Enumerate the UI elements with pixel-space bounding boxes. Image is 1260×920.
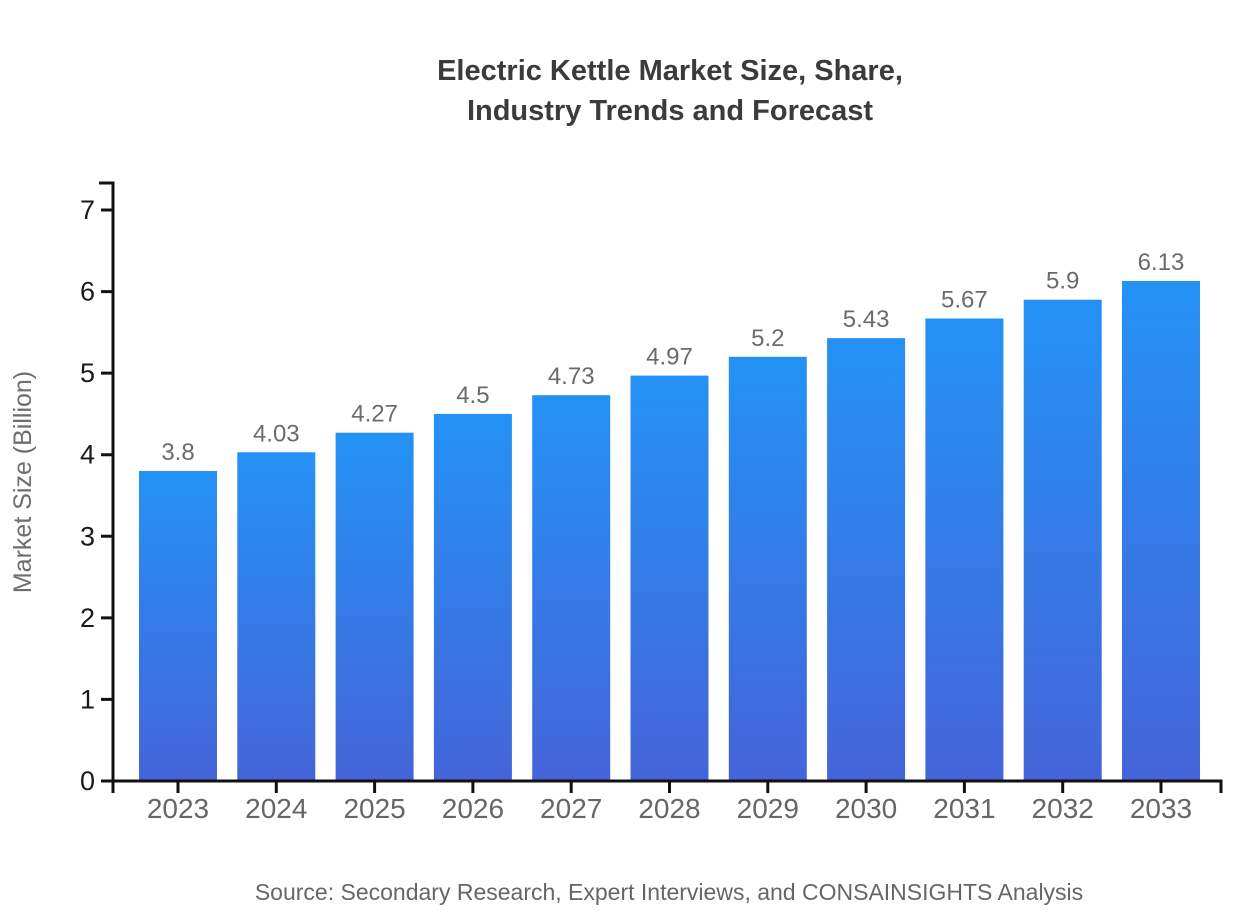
y-tick-label-2: 2 bbox=[80, 603, 95, 633]
chart-title: Electric Kettle Market Size, Share, Indu… bbox=[437, 55, 903, 127]
bar-2029 bbox=[728, 356, 807, 781]
x-tick-label-2025: 2025 bbox=[343, 793, 405, 824]
bar-value-label: 6.13 bbox=[1138, 249, 1185, 276]
y-tick-label-7: 7 bbox=[80, 195, 95, 225]
x-tick-label-2027: 2027 bbox=[540, 793, 602, 824]
y-tick-label-0: 0 bbox=[80, 766, 95, 796]
y-tick-label-3: 3 bbox=[80, 521, 95, 551]
y-tick-label-5: 5 bbox=[80, 358, 95, 388]
chart-title-line-2: Industry Trends and Forecast bbox=[467, 95, 873, 127]
y-tick-label-6: 6 bbox=[80, 277, 95, 307]
x-tick-label-2033: 2033 bbox=[1130, 793, 1192, 824]
bars-layer bbox=[139, 281, 1200, 781]
y-tick-label-4: 4 bbox=[80, 440, 95, 470]
bar-value-label: 5.67 bbox=[941, 287, 988, 314]
bar-2025 bbox=[335, 432, 414, 781]
axes-layer bbox=[99, 181, 1223, 793]
value-labels-layer: 3.8 4.03 4.27 4.5 4.73 4.97 5.2 5.43 5.67 5.9 6.13 bbox=[161, 249, 1184, 466]
bar-value-label: 3.8 bbox=[161, 439, 194, 466]
x-tick-label-2024: 2024 bbox=[245, 793, 307, 824]
bar-value-label: 4.73 bbox=[548, 363, 595, 390]
bar-2028 bbox=[630, 375, 709, 781]
bar-value-label: 4.03 bbox=[253, 420, 300, 447]
x-axis-tick-labels: 2023 2024 2025 2026 2027 2028 2029 2030 2031 2032… bbox=[147, 793, 1192, 824]
bar-2032 bbox=[1023, 299, 1102, 781]
y-axis-title: Market Size (Billion) bbox=[9, 371, 37, 593]
x-tick-label-2023: 2023 bbox=[147, 793, 209, 824]
axis-spines bbox=[99, 181, 1223, 793]
y-tick-label-1: 1 bbox=[80, 684, 95, 714]
bar-value-label: 5.9 bbox=[1046, 268, 1079, 295]
bar-2026 bbox=[433, 413, 512, 781]
chart-title-line-1: Electric Kettle Market Size, Share, bbox=[437, 55, 903, 87]
bar-2031 bbox=[925, 318, 1004, 781]
x-tick-label-2032: 2032 bbox=[1032, 793, 1094, 824]
x-tick-label-2031: 2031 bbox=[933, 793, 995, 824]
bar-value-label: 5.43 bbox=[843, 306, 890, 333]
y-axis-tick-labels: 0 1 2 3 4 5 6 7 bbox=[80, 195, 95, 796]
bar-value-label: 4.97 bbox=[646, 344, 693, 371]
bar-2030 bbox=[827, 338, 906, 781]
source-note: Source: Secondary Research, Expert Inter… bbox=[255, 879, 1083, 905]
axis-ticks bbox=[101, 208, 1163, 793]
x-tick-label-2029: 2029 bbox=[737, 793, 799, 824]
bar-2033 bbox=[1122, 281, 1200, 781]
bar-2027 bbox=[532, 395, 611, 781]
bar-value-label: 4.27 bbox=[351, 401, 398, 428]
bar-2023 bbox=[139, 471, 217, 781]
bar-value-label: 5.2 bbox=[751, 325, 784, 352]
bar-value-label: 4.5 bbox=[456, 382, 489, 409]
x-tick-label-2026: 2026 bbox=[442, 793, 504, 824]
bar-2024 bbox=[237, 452, 316, 781]
x-tick-label-2030: 2030 bbox=[835, 793, 897, 824]
x-tick-label-2028: 2028 bbox=[638, 793, 700, 824]
